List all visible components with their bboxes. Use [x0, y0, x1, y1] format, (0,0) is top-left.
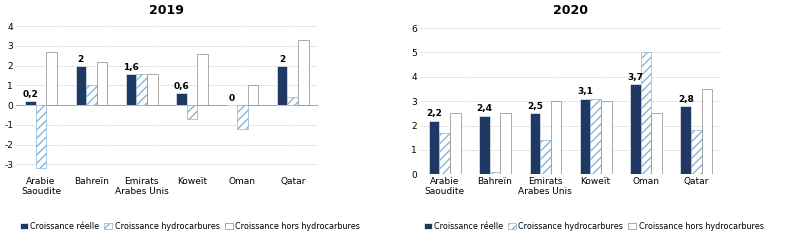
- Text: 0,2: 0,2: [23, 90, 39, 99]
- Bar: [126, 74, 137, 105]
- Bar: [601, 101, 611, 174]
- Bar: [641, 53, 651, 174]
- Bar: [176, 93, 187, 105]
- Text: 2,8: 2,8: [678, 95, 694, 104]
- Bar: [198, 54, 208, 105]
- Bar: [702, 89, 712, 174]
- Text: 0: 0: [229, 94, 235, 103]
- Bar: [137, 74, 147, 105]
- Bar: [76, 66, 86, 105]
- Bar: [36, 105, 47, 168]
- Text: 3,7: 3,7: [627, 73, 643, 82]
- Bar: [248, 85, 259, 105]
- Legend: Croissance réelle, Croissance hydrocarbures, Croissance hors hydrocarbures: Croissance réelle, Croissance hydrocarbu…: [20, 222, 360, 231]
- Bar: [287, 97, 298, 105]
- Bar: [501, 113, 511, 174]
- Text: 3,1: 3,1: [577, 87, 593, 96]
- Bar: [429, 121, 440, 174]
- Legend: Croissance réelle, Croissance hydrocarbures, Croissance hors hydrocarbures: Croissance réelle, Croissance hydrocarbu…: [423, 222, 763, 231]
- Bar: [479, 116, 490, 174]
- Bar: [187, 105, 198, 119]
- Text: 2: 2: [78, 55, 84, 64]
- Text: 2,5: 2,5: [527, 102, 543, 111]
- Bar: [47, 52, 57, 105]
- Bar: [551, 101, 561, 174]
- Text: 0,6: 0,6: [174, 82, 189, 91]
- Bar: [490, 172, 501, 174]
- Bar: [237, 105, 248, 129]
- Bar: [680, 106, 691, 174]
- Text: 2,4: 2,4: [476, 104, 493, 113]
- Bar: [298, 40, 308, 105]
- Bar: [277, 66, 287, 105]
- Bar: [25, 101, 36, 105]
- Bar: [529, 113, 540, 174]
- Bar: [450, 113, 460, 174]
- Title: 2020: 2020: [553, 4, 588, 17]
- Text: 2: 2: [279, 55, 286, 64]
- Bar: [147, 74, 157, 105]
- Bar: [590, 99, 601, 174]
- Bar: [630, 84, 641, 174]
- Bar: [580, 99, 590, 174]
- Bar: [540, 140, 551, 174]
- Title: 2019: 2019: [149, 4, 184, 17]
- Bar: [440, 133, 450, 174]
- Bar: [691, 130, 702, 174]
- Text: 1,6: 1,6: [123, 63, 139, 72]
- Bar: [97, 62, 108, 105]
- Text: 2,2: 2,2: [426, 109, 442, 118]
- Bar: [651, 113, 662, 174]
- Bar: [86, 85, 97, 105]
